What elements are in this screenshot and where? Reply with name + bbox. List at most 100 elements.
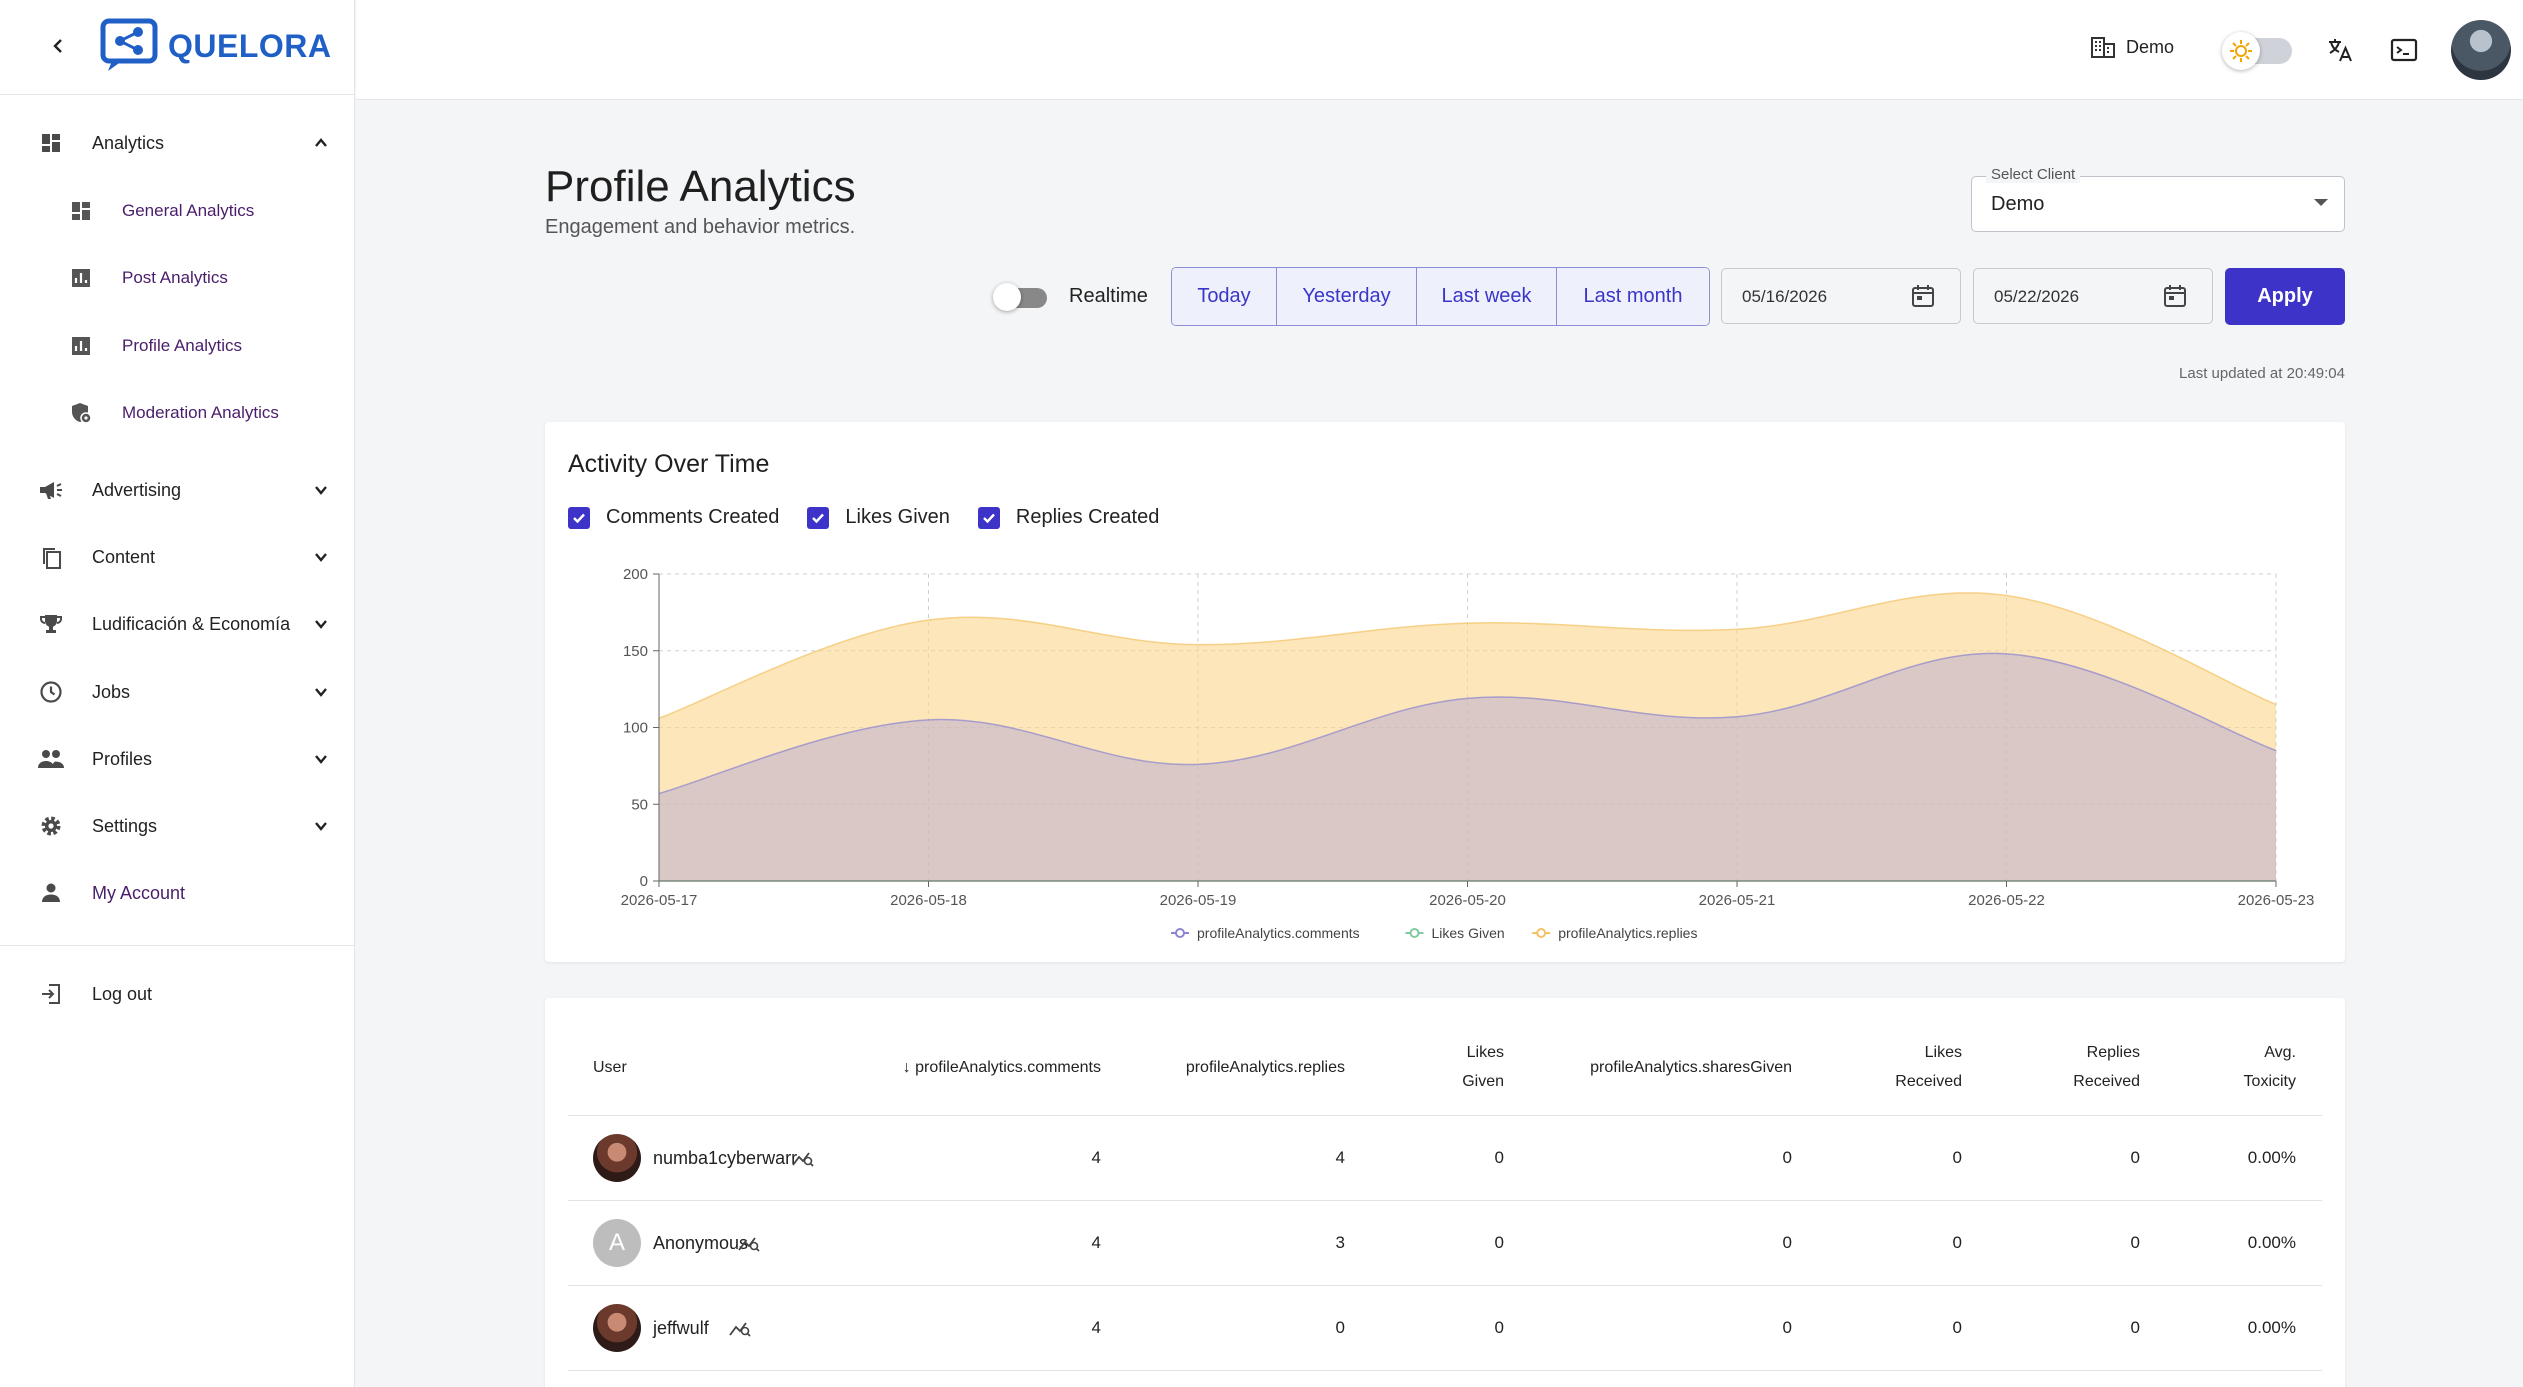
date-to-field[interactable]: 05/22/2026	[1973, 268, 2213, 324]
checkbox-likes-given[interactable]: Likes Given	[807, 506, 950, 529]
sidebar-item-advertising[interactable]: Advertising	[0, 463, 355, 517]
date-from-field[interactable]: 05/16/2026	[1721, 268, 1961, 324]
user-name[interactable]: Anonymous	[653, 1233, 749, 1253]
cell-replies: 0	[1335, 1318, 1345, 1337]
activity-area-chart: 0 50 100 150 200 2026-05-17 2026-05-18 2026-05-…	[621, 566, 2315, 941]
range-last-month-button[interactable]: Last month	[1557, 268, 1709, 325]
cell-replies: 4	[1335, 1148, 1345, 1167]
x-tick-label: 2026-05-20	[1429, 892, 1506, 909]
user-avatar[interactable]	[2451, 20, 2511, 80]
theme-toggle[interactable]	[2222, 32, 2292, 70]
cell-toxicity: 0.00%	[2247, 1233, 2296, 1252]
activity-chart-card: Activity Over Time Comments Created Like…	[545, 422, 2345, 962]
sidebar-item-analytics[interactable]: Analytics	[0, 116, 355, 170]
cell-replies-received: 0	[2130, 1318, 2140, 1337]
checkbox-comments-created[interactable]: Comments Created	[568, 506, 779, 529]
date-from-value: 05/16/2026	[1742, 287, 1828, 306]
column-header-label: Replies Received	[2073, 1044, 2140, 1090]
column-header-likes-received[interactable]: Likes Received	[1842, 1038, 1962, 1096]
series-line-comments	[658, 652, 2277, 795]
building-icon	[2091, 37, 2115, 58]
trend-analytics-icon[interactable]	[737, 1233, 763, 1255]
range-today-button[interactable]: Today	[1172, 268, 1277, 325]
legend-marker	[1409, 928, 1420, 938]
chevron-down-icon	[308, 813, 334, 839]
trend-analytics-icon[interactable]	[791, 1148, 817, 1170]
legend-marker	[1536, 928, 1547, 938]
sidebar-item-profile-analytics[interactable]: Profile Analytics	[0, 319, 355, 373]
user-name[interactable]: jeffwulf	[653, 1318, 709, 1338]
sidebar-item-label: Ludificación & Economía	[92, 613, 291, 634]
sidebar-item-gamification[interactable]: Ludificación & Economía	[0, 597, 355, 651]
user-avatar	[593, 1134, 641, 1182]
dashboard-icon	[36, 128, 66, 158]
column-header-comments[interactable]: ↓ profileAnalytics.comments	[781, 1053, 1101, 1082]
legend-label: profileAnalytics.comments	[1197, 925, 1360, 941]
cell-comments: 4	[1091, 1318, 1101, 1337]
cell-likes-received: 0	[1952, 1233, 1962, 1252]
legend-marker	[1175, 928, 1185, 938]
cell-toxicity: 0.00%	[2247, 1318, 2296, 1337]
date-to-value: 05/22/2026	[1994, 287, 2080, 306]
clock-icon	[36, 677, 66, 707]
range-yesterday-button[interactable]: Yesterday	[1277, 268, 1417, 325]
calendar-icon[interactable]	[1910, 283, 1938, 311]
y-tick-label: 200	[623, 566, 648, 583]
sidebar: QUELORA Analytics General Analytics Po	[0, 0, 355, 1387]
user-name[interactable]: numba1cyberwarr	[653, 1148, 798, 1168]
logout-button[interactable]: Log out	[0, 967, 355, 1021]
terminal-icon[interactable]	[2388, 34, 2420, 66]
sidebar-item-settings[interactable]: Settings	[0, 799, 355, 853]
bar-chart-icon	[66, 263, 96, 293]
chevron-left-icon	[53, 39, 62, 53]
range-last-week-button[interactable]: Last week	[1417, 268, 1557, 325]
column-header-toxicity[interactable]: Avg. Toxicity	[2176, 1038, 2296, 1096]
column-header-likes-given[interactable]: Likes Given	[1384, 1038, 1504, 1096]
profile-table-card: User ↓ profileAnalytics.comments profileAn…	[545, 998, 2345, 1387]
sort-descending-icon[interactable]: ↓	[902, 1059, 916, 1076]
chart-title: Activity Over Time	[568, 450, 770, 478]
sidebar-item-my-account[interactable]: My Account	[0, 866, 355, 920]
sidebar-item-label: Jobs	[92, 681, 131, 702]
sidebar-item-label: Settings	[92, 815, 158, 836]
dropdown-arrow-icon	[2314, 199, 2328, 206]
sidebar-item-general-analytics[interactable]: General Analytics	[0, 184, 355, 238]
column-header-label: User	[593, 1059, 627, 1076]
sidebar-item-content[interactable]: Content	[0, 530, 355, 584]
logo-icon	[100, 18, 158, 71]
header-divider	[568, 1115, 2322, 1116]
checkbox-checked-icon	[807, 506, 830, 529]
apply-button[interactable]: Apply	[2225, 268, 2345, 325]
tenant-selector[interactable]: Demo	[2090, 34, 2174, 60]
checkbox-replies-created[interactable]: Replies Created	[977, 506, 1159, 529]
calendar-icon[interactable]	[2162, 283, 2190, 311]
select-client-label: Select Client	[1986, 166, 2081, 183]
realtime-switch[interactable]	[993, 281, 1053, 311]
sidebar-item-label: General Analytics	[122, 201, 255, 220]
realtime-label: Realtime	[1069, 285, 1148, 307]
sidebar-item-profiles[interactable]: Profiles	[0, 732, 355, 786]
last-updated-text: Last updated at 20:49:04	[2179, 365, 2345, 382]
column-header-replies[interactable]: profileAnalytics.replies	[1045, 1053, 1345, 1082]
checkbox-label: Likes Given	[845, 506, 950, 528]
translate-icon[interactable]	[2324, 34, 2356, 66]
chevron-down-icon	[308, 746, 334, 772]
column-header-replies-received[interactable]: Replies Received	[2020, 1038, 2140, 1096]
collapse-sidebar-button[interactable]	[42, 30, 74, 62]
page-subtitle: Engagement and behavior metrics.	[545, 216, 856, 238]
trophy-icon	[36, 609, 66, 639]
column-header-label: Likes Given	[1462, 1044, 1504, 1090]
trend-analytics-icon[interactable]	[728, 1318, 754, 1340]
cell-likes-received: 0	[1952, 1318, 1962, 1337]
person-icon	[36, 878, 66, 908]
column-header-user[interactable]: User	[593, 1053, 793, 1082]
topbar: Demo	[356, 0, 2523, 100]
column-header-shares-given[interactable]: profileAnalytics.sharesGiven	[1532, 1053, 1792, 1082]
checkbox-checked-icon	[568, 506, 590, 529]
y-tick-label: 50	[631, 796, 648, 813]
sidebar-item-jobs[interactable]: Jobs	[0, 665, 355, 719]
chevron-down-icon	[308, 544, 334, 570]
sidebar-item-moderation-analytics[interactable]: Moderation Analytics	[0, 386, 355, 440]
select-client-dropdown[interactable]: Select Client Demo	[1971, 166, 2345, 232]
sidebar-item-post-analytics[interactable]: Post Analytics	[0, 251, 355, 305]
